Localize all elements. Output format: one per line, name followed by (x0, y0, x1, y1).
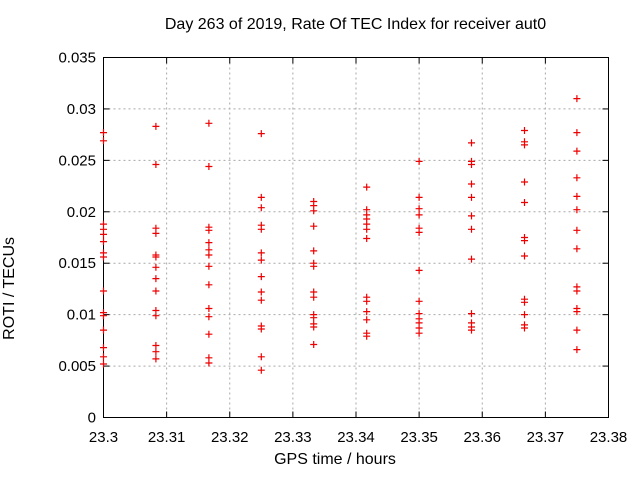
svg-text:0.005: 0.005 (58, 358, 96, 375)
svg-text:23.37: 23.37 (527, 429, 565, 446)
svg-text:0: 0 (88, 410, 96, 427)
svg-text:0.015: 0.015 (58, 255, 96, 272)
chart-title: Day 263 of 2019, Rate Of TEC Index for r… (164, 16, 547, 33)
svg-text:23.34: 23.34 (337, 429, 375, 446)
x-axis-label: GPS time / hours (274, 451, 396, 468)
svg-text:23.38: 23.38 (590, 429, 628, 446)
svg-text:0.035: 0.035 (58, 50, 96, 67)
svg-text:0.03: 0.03 (67, 101, 96, 118)
svg-text:0.02: 0.02 (67, 204, 96, 221)
svg-text:23.36: 23.36 (463, 429, 501, 446)
svg-text:23.35: 23.35 (400, 429, 438, 446)
svg-text:23.3: 23.3 (89, 429, 118, 446)
svg-text:23.31: 23.31 (148, 429, 186, 446)
svg-text:0.025: 0.025 (58, 152, 96, 169)
svg-text:23.32: 23.32 (211, 429, 249, 446)
svg-text:23.33: 23.33 (274, 429, 312, 446)
svg-text:0.01: 0.01 (67, 307, 96, 324)
